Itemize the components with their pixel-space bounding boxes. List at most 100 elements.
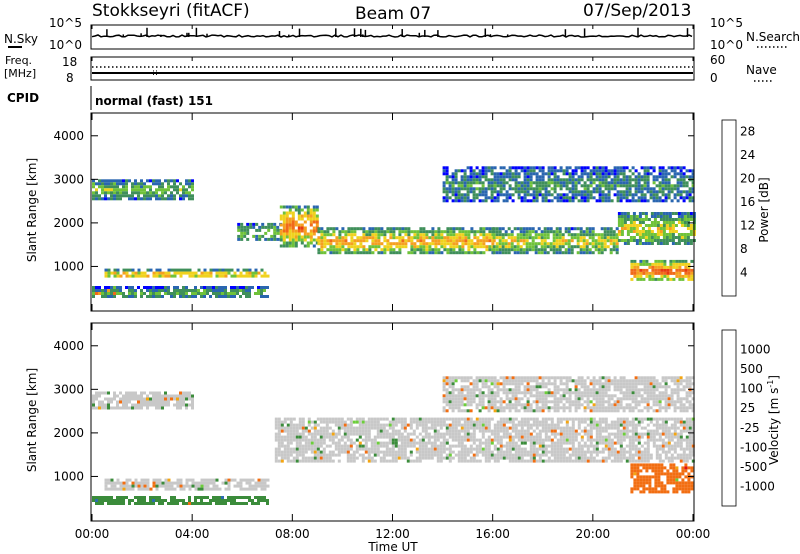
power-echo-cell — [682, 175, 686, 179]
power-echo-cell — [92, 292, 95, 295]
velocity-echo-cell — [236, 496, 239, 499]
velocity-echo-cell — [454, 420, 458, 424]
power-echo-cell — [276, 225, 280, 229]
velocity-echo-cell — [101, 499, 104, 502]
power-echo-cell — [643, 175, 647, 179]
velocity-echo-cell — [433, 429, 437, 433]
velocity-echo-cell — [349, 423, 353, 427]
power-echo-cell — [167, 289, 170, 292]
velocity-echo-cell — [610, 453, 614, 457]
velocity-echo-cell — [185, 391, 188, 395]
velocity-echo-cell — [679, 438, 683, 442]
power-echo-cell — [588, 230, 592, 234]
power-echo-cell — [137, 271, 141, 275]
power-echo-cell — [507, 227, 511, 231]
power-echo-cell — [638, 236, 642, 239]
velocity-echo-cell — [565, 438, 569, 442]
power-echo-cell — [341, 227, 345, 231]
power-echo-cell — [517, 175, 521, 179]
power-echo-cell — [496, 193, 500, 197]
velocity-echo-cell — [179, 403, 182, 407]
velocity-echo-cell — [176, 397, 179, 401]
power-echo-cell — [514, 175, 518, 179]
velocity-echo-cell — [565, 441, 569, 445]
power-echo-cell — [416, 248, 420, 252]
velocity-echo-cell — [110, 502, 113, 505]
velocity-echo-cell — [119, 499, 122, 502]
velocity-echo-cell — [616, 429, 620, 433]
power-echo-cell — [664, 199, 668, 203]
velocity-echo-cell — [511, 420, 515, 424]
power-echo-cell — [125, 182, 128, 186]
velocity-echo-cell — [592, 447, 596, 451]
velocity-echo-cell — [295, 438, 299, 442]
velocity-echo-cell — [520, 453, 524, 457]
velocity-echo-cell — [104, 397, 107, 401]
velocity-echo-cell — [448, 400, 452, 404]
velocity-echo-cell — [685, 438, 689, 442]
velocity-echo-cell — [361, 423, 365, 427]
velocity-echo-cell — [134, 394, 137, 398]
velocity-echo-cell — [260, 481, 264, 485]
power-echo-cell — [607, 190, 611, 194]
velocity-echo-cell — [574, 459, 578, 463]
power-echo-cell — [496, 178, 500, 182]
velocity-echo-cell — [230, 499, 233, 502]
power-echo-cell — [377, 236, 381, 240]
power-echo-cell — [579, 236, 583, 240]
velocity-echo-cell — [541, 441, 545, 445]
velocity-echo-cell — [583, 420, 587, 424]
power-echo-cell — [460, 193, 464, 197]
power-echo-cell — [670, 190, 674, 194]
power-echo-cell — [662, 233, 666, 236]
power-echo-cell — [501, 236, 505, 240]
power-echo-cell — [499, 181, 503, 185]
power-echo-cell — [179, 295, 182, 298]
power-echo-cell — [638, 215, 642, 218]
power-echo-cell — [613, 166, 617, 170]
power-echo-cell — [419, 236, 423, 240]
power-echo-cell — [481, 187, 485, 191]
power-echo-cell — [371, 227, 375, 231]
power-echo-cell — [529, 193, 533, 197]
power-echo-cell — [679, 169, 683, 173]
power-echo-cell — [598, 169, 602, 173]
velocity-echo-cell — [559, 429, 563, 433]
velocity-echo-cell — [391, 423, 395, 427]
velocity-echo-cell — [239, 502, 242, 505]
power-echo-cell — [594, 248, 598, 252]
velocity-echo-cell — [292, 429, 296, 433]
velocity-echo-cell — [490, 441, 494, 445]
power-echo-cell — [104, 182, 107, 186]
velocity-echo-cell — [376, 432, 380, 436]
power-echo-cell — [523, 166, 527, 170]
velocity-echo-cell — [550, 453, 554, 457]
power-echo-cell — [580, 178, 584, 182]
power-echo-cell — [437, 236, 441, 240]
power-echo-cell — [332, 227, 336, 231]
velocity-echo-cell — [137, 403, 140, 407]
velocity-echo-cell — [460, 441, 464, 445]
velocity-echo-cell — [448, 406, 452, 410]
power-echo-cell — [248, 292, 251, 295]
velocity-echo-cell — [185, 502, 188, 505]
velocity-echo-cell — [179, 400, 182, 404]
velocity-echo-cell — [532, 429, 536, 433]
velocity-echo-cell — [334, 447, 338, 451]
power-echo-cell — [451, 175, 455, 179]
power-echo-cell — [609, 248, 613, 252]
power-echo-cell — [442, 169, 446, 173]
power-echo-cell — [628, 169, 632, 173]
power-echo-cell — [594, 245, 598, 249]
power-echo-cell — [638, 242, 642, 245]
power-echo-cell — [604, 193, 608, 197]
power-echo-cell — [564, 239, 568, 243]
velocity-echo-cell — [292, 447, 296, 451]
power-echo-cell — [246, 237, 250, 241]
velocity-echo-cell — [200, 478, 204, 482]
velocity-echo-cell — [134, 406, 137, 410]
velocity-echo-cell — [562, 426, 566, 430]
power-echo-cell — [675, 259, 679, 263]
velocity-echo-cell — [328, 417, 332, 421]
power-echo-cell — [440, 245, 444, 249]
